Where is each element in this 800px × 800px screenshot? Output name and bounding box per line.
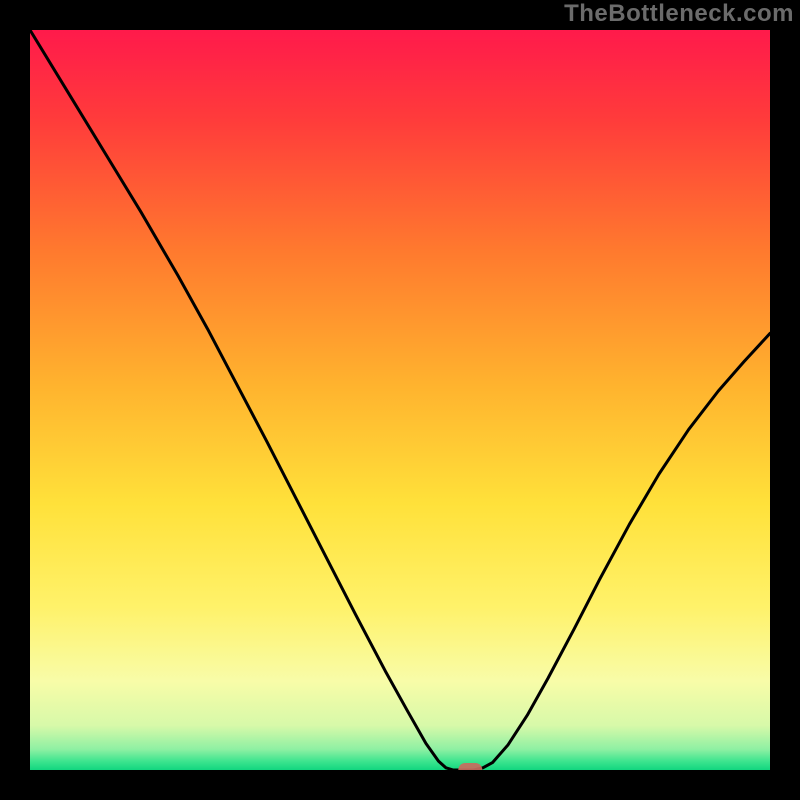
bottleneck-chart — [0, 0, 800, 800]
chart-frame: TheBottleneck.com — [0, 0, 800, 800]
plot-background — [30, 30, 770, 770]
watermark-text: TheBottleneck.com — [564, 0, 794, 28]
